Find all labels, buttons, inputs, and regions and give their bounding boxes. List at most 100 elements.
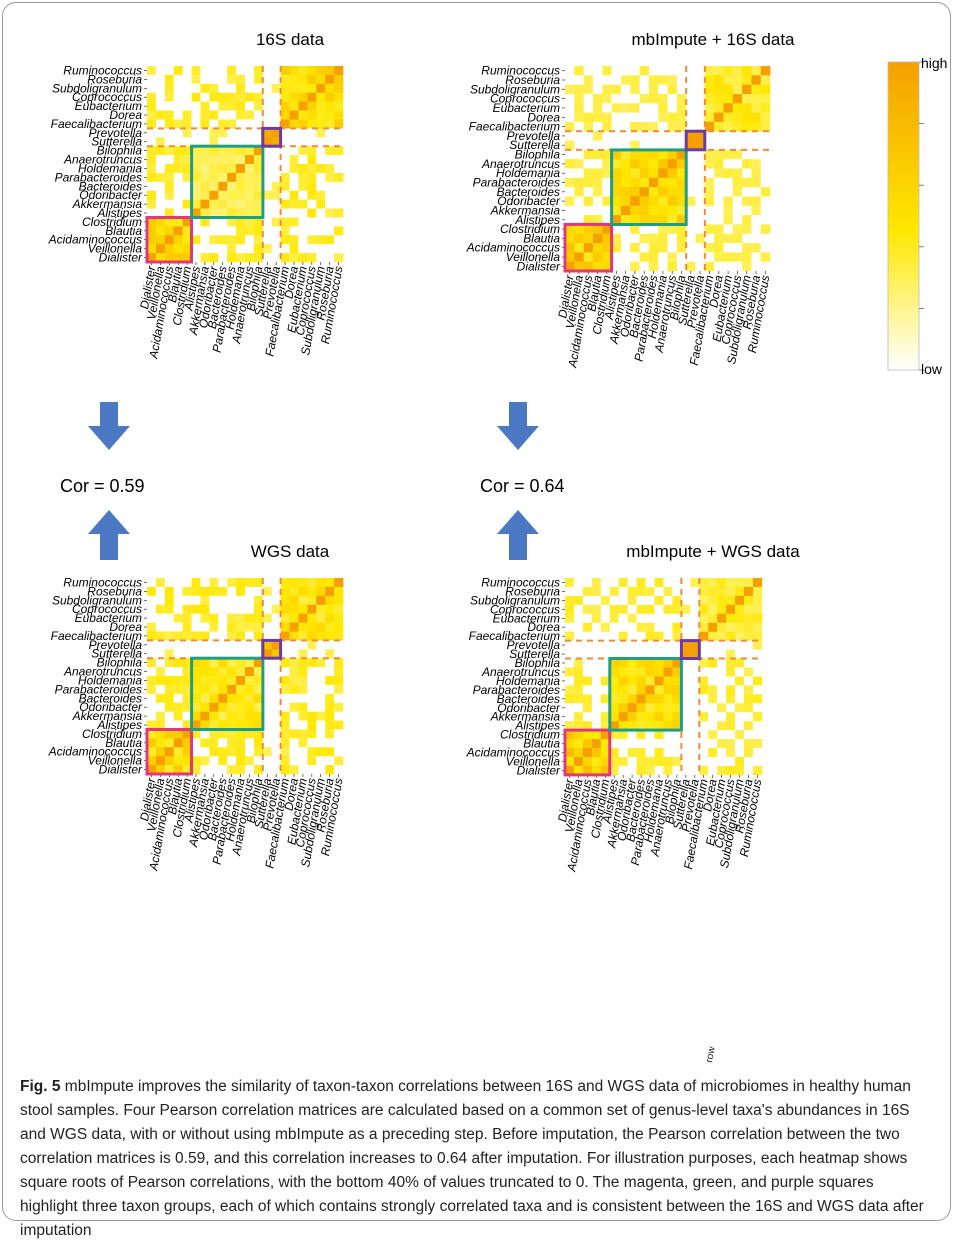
heatmap-cell xyxy=(182,137,192,147)
heatmap-cell xyxy=(253,235,264,245)
heatmap-cell xyxy=(200,693,210,704)
heatmap-cell xyxy=(573,694,584,704)
heatmap-cell xyxy=(271,226,281,236)
heatmap-cell xyxy=(298,613,308,623)
heatmap-cell xyxy=(574,149,584,160)
heatmap-cell xyxy=(751,187,762,197)
heatmap-cell xyxy=(620,66,631,76)
heatmap-cell xyxy=(602,84,612,95)
heatmap-cell xyxy=(602,66,612,76)
heatmap-cell xyxy=(271,729,281,739)
heatmap-cell xyxy=(704,196,715,207)
heatmap-cell xyxy=(751,93,762,104)
heatmap-cell xyxy=(262,649,273,659)
heatmap-cell xyxy=(686,93,696,104)
heatmap-cell xyxy=(636,604,646,615)
heatmap-cell xyxy=(695,149,706,160)
heatmap-cell xyxy=(717,622,727,632)
heatmap-cell xyxy=(200,172,210,183)
heatmap-cell xyxy=(600,586,611,597)
heatmap-cell xyxy=(591,667,602,677)
heatmap-cell xyxy=(245,747,255,757)
heatmap-cell xyxy=(672,613,682,624)
heatmap-cell xyxy=(147,604,157,614)
heatmap-cell xyxy=(648,103,659,113)
heatmap-cell xyxy=(602,215,612,225)
heatmap-cell xyxy=(645,667,655,677)
heatmap-cell xyxy=(325,199,335,209)
heatmap-cell xyxy=(173,172,183,183)
row-label: Bacteroides xyxy=(79,179,142,193)
heatmap-cell xyxy=(704,177,715,188)
heatmap-cell xyxy=(173,747,183,757)
heatmap-cell xyxy=(676,252,687,263)
heatmap-cell xyxy=(262,693,273,704)
heatmap-cell xyxy=(271,92,281,102)
heatmap-cell xyxy=(182,604,192,614)
heatmap-cell xyxy=(182,711,192,721)
heatmap-cell xyxy=(155,110,166,120)
heatmap-cell xyxy=(262,658,273,668)
heatmap-cell xyxy=(648,66,659,76)
heatmap-cell xyxy=(200,684,210,695)
heatmap-cell xyxy=(583,140,594,151)
heatmap-cell xyxy=(200,110,210,120)
heatmap-cell xyxy=(289,83,299,94)
heatmap-cell xyxy=(630,75,640,85)
heatmap-cell xyxy=(271,586,281,597)
heatmap-cell xyxy=(760,243,771,253)
heatmap-cell xyxy=(648,215,659,225)
heatmap-cell xyxy=(714,177,724,188)
heatmap-cell xyxy=(760,103,771,113)
heatmap-cell xyxy=(658,103,668,113)
heatmap-cell xyxy=(592,121,603,132)
heatmap-cell xyxy=(164,702,175,712)
heatmap-cell xyxy=(648,261,659,272)
heatmap-cell xyxy=(672,730,682,740)
heatmap-cell xyxy=(699,586,709,597)
heatmap-cell xyxy=(582,578,593,588)
heatmap-cell xyxy=(654,748,664,758)
heatmap-cell xyxy=(620,168,631,179)
heatmap-cell xyxy=(173,676,183,686)
heatmap-cell xyxy=(723,131,734,141)
heatmap-cell xyxy=(726,685,736,695)
heatmap-cell xyxy=(609,595,619,606)
heatmap-cell xyxy=(609,622,619,632)
heatmap-cell xyxy=(271,756,281,766)
heatmap-cell xyxy=(253,199,264,209)
heatmap-cell xyxy=(735,667,745,677)
heatmap-cell xyxy=(723,196,734,207)
heatmap-cell xyxy=(611,215,622,225)
heatmap-cell xyxy=(654,622,664,632)
heatmap-cell xyxy=(639,215,650,225)
heatmap-cell xyxy=(182,613,192,623)
heatmap-cell xyxy=(760,159,771,169)
heatmap-cell xyxy=(751,121,762,132)
heatmap-cell xyxy=(298,92,308,102)
caption-label: Fig. 5 xyxy=(20,1078,61,1095)
row-label: Veillonella xyxy=(506,250,561,264)
heatmap-cell xyxy=(316,74,326,85)
heatmap-cell xyxy=(714,168,724,179)
heatmap-cell xyxy=(639,112,650,123)
heatmap-cell xyxy=(760,233,771,244)
heatmap-cell xyxy=(732,159,743,169)
heatmap-cell xyxy=(191,92,201,102)
heatmap-cell xyxy=(658,66,668,76)
heatmap-cell xyxy=(147,765,157,775)
heatmap-cell xyxy=(325,640,335,650)
heatmap-cell xyxy=(227,702,237,712)
heatmap-cell xyxy=(708,721,718,731)
heatmap-cell xyxy=(173,217,183,227)
heatmap-cell xyxy=(271,74,281,85)
heatmap-cell xyxy=(325,208,335,218)
heatmap-cell xyxy=(723,66,734,76)
heatmap-cell xyxy=(744,595,754,606)
heatmap-cell xyxy=(658,233,668,244)
heatmap-cell xyxy=(699,667,709,677)
correlation-label-right: Cor = 0.64 xyxy=(480,476,565,496)
heatmap-cell xyxy=(289,119,299,129)
heatmap-cell xyxy=(209,729,219,739)
heatmap-cell xyxy=(289,66,299,76)
